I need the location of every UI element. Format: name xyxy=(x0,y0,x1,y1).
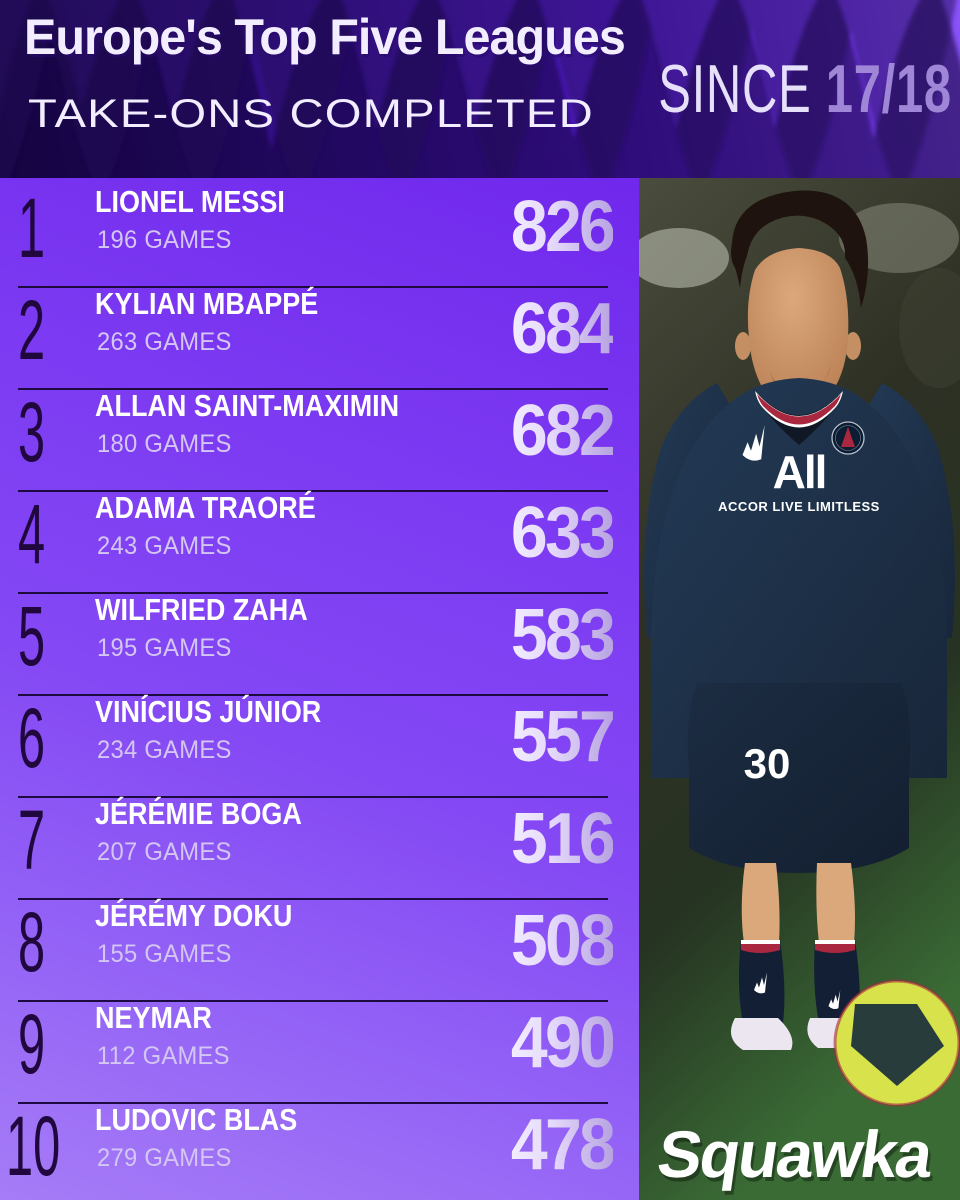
svg-text:30: 30 xyxy=(744,740,791,787)
svg-text:ACCOR LIVE LIMITLESS: ACCOR LIVE LIMITLESS xyxy=(718,499,880,514)
svg-text:All: All xyxy=(773,446,826,498)
